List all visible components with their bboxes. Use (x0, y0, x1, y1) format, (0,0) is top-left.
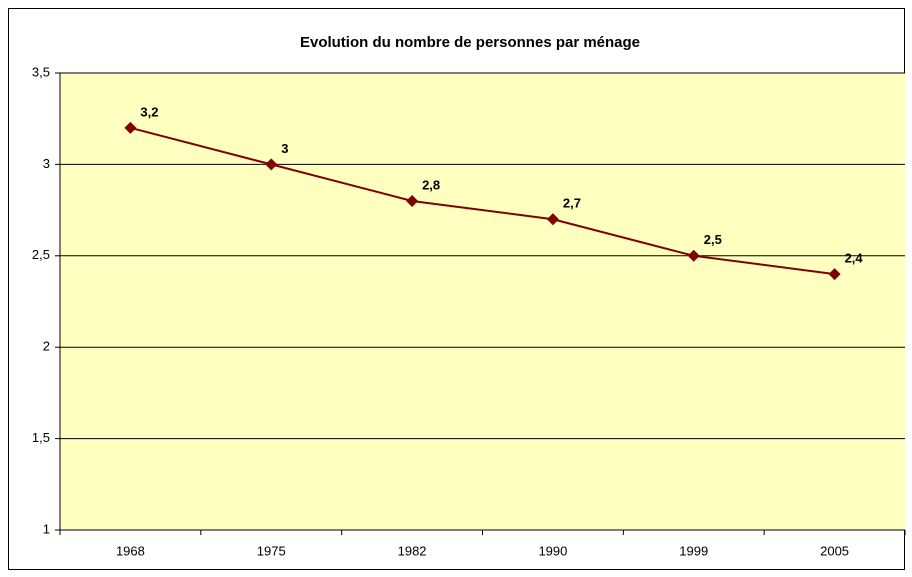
chart-title: Evolution du nombre de personnes par mén… (300, 34, 640, 51)
y-tick-label: 1 (43, 521, 50, 536)
data-label: 2,4 (845, 251, 864, 266)
y-tick-label: 3 (43, 156, 50, 171)
data-line (130, 126, 835, 276)
y-tick-label: 3,5 (32, 64, 50, 79)
data-label: 2,7 (563, 196, 581, 211)
data-label: 3,2 (140, 104, 158, 119)
data-point (124, 121, 137, 134)
plot-area (60, 73, 905, 530)
data-point (265, 158, 278, 171)
x-tick-label: 2005 (820, 543, 849, 558)
data-label: 2,5 (704, 232, 722, 247)
x-tick-label: 1968 (116, 543, 145, 558)
x-tick-label: 1999 (679, 543, 708, 558)
data-point (546, 213, 559, 226)
x-tick-label: 1975 (257, 543, 286, 558)
y-tick-label: 2 (43, 339, 50, 354)
data-point (828, 268, 841, 281)
data-label: 2,8 (422, 177, 440, 192)
y-tick-label: 2,5 (32, 247, 50, 262)
data-point (687, 249, 700, 262)
data-point (406, 194, 419, 207)
x-tick-label: 1990 (538, 543, 567, 558)
x-tick-label: 1982 (398, 543, 427, 558)
data-label: 3 (281, 141, 288, 156)
y-tick-label: 1,5 (32, 430, 50, 445)
